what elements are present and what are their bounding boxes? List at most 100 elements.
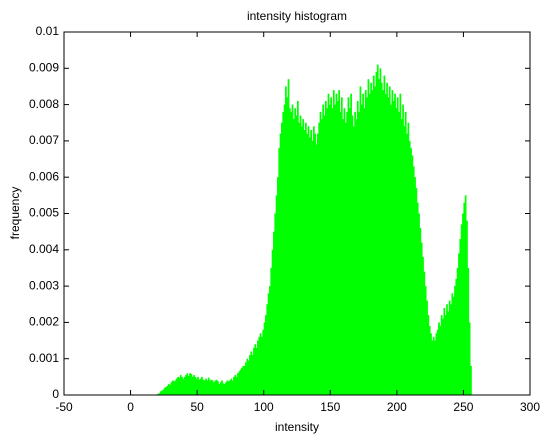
bar [289,108,291,395]
bar [201,376,203,395]
bar [430,333,432,395]
bar [410,148,412,395]
bar [331,108,334,395]
bar [197,376,199,395]
bar [311,140,314,395]
x-tick-label: 200 [387,400,407,414]
bar [370,82,372,395]
bar [450,304,452,395]
chart-title: intensity histogram [247,9,347,23]
bar [193,375,195,395]
bar [283,104,286,395]
bar [270,267,273,395]
bar [231,380,234,395]
bar [166,385,169,395]
bar [358,111,360,396]
bar [247,360,250,395]
bar [210,379,213,395]
bar [165,387,167,395]
y-tick-label: 0.005 [29,206,59,220]
bar [277,177,279,395]
bar [435,333,438,395]
bar [161,390,163,395]
bar [439,326,442,395]
bar [223,384,226,395]
bar [175,378,178,395]
y-tick-label: 0.009 [29,60,59,74]
bar [266,304,269,395]
bar [431,340,434,395]
bar [379,68,382,396]
bar [211,380,214,395]
bar [170,382,173,395]
bar [386,82,388,395]
bar [394,93,396,396]
bar [238,371,241,395]
bar [285,86,287,395]
bar [351,115,354,396]
bar [287,79,290,395]
bar [334,104,337,395]
bar [432,336,435,395]
bar [183,376,186,395]
bar [189,373,191,395]
bar [400,119,403,396]
bar [241,367,243,395]
bar [194,376,197,395]
bar [364,90,367,395]
bar [384,93,387,396]
x-tick-label: 50 [190,400,204,414]
bar [308,137,311,395]
bar [320,119,323,396]
x-tick-label: -50 [55,400,73,414]
bar [282,111,285,396]
bar [438,322,440,395]
bar [209,380,211,395]
bar [434,340,436,395]
bar [217,381,219,395]
bar [316,133,319,395]
bar [387,97,390,395]
bar [218,384,221,395]
bar [304,122,307,395]
bar [294,108,297,395]
bar [234,375,237,395]
bar [253,347,255,395]
bar [291,104,294,395]
bar [344,122,347,395]
bar [324,100,327,395]
bar [222,383,225,395]
bar [440,315,443,395]
bar [300,126,303,395]
bar [354,111,356,396]
bar [332,90,335,395]
bar [407,122,410,395]
bar [302,119,305,396]
bar [319,111,322,396]
bar [392,100,395,395]
bar [219,382,222,395]
bar [402,104,404,395]
y-tick-label: 0.003 [29,278,59,292]
bar [251,355,254,395]
bar [452,296,455,395]
bar [225,382,227,395]
bar [444,315,447,395]
bar [307,126,310,395]
bar [378,79,380,395]
bar [398,111,400,396]
bar [257,340,259,395]
bar [372,75,375,395]
y-tick-label: 0 [52,387,59,401]
bar [350,93,352,396]
bar [391,90,394,395]
bar [442,318,444,395]
bar [447,311,450,395]
bar [182,378,185,395]
bar [346,111,348,396]
bar [371,90,374,395]
bar [339,111,342,396]
bar [356,100,359,395]
bar [330,97,333,395]
